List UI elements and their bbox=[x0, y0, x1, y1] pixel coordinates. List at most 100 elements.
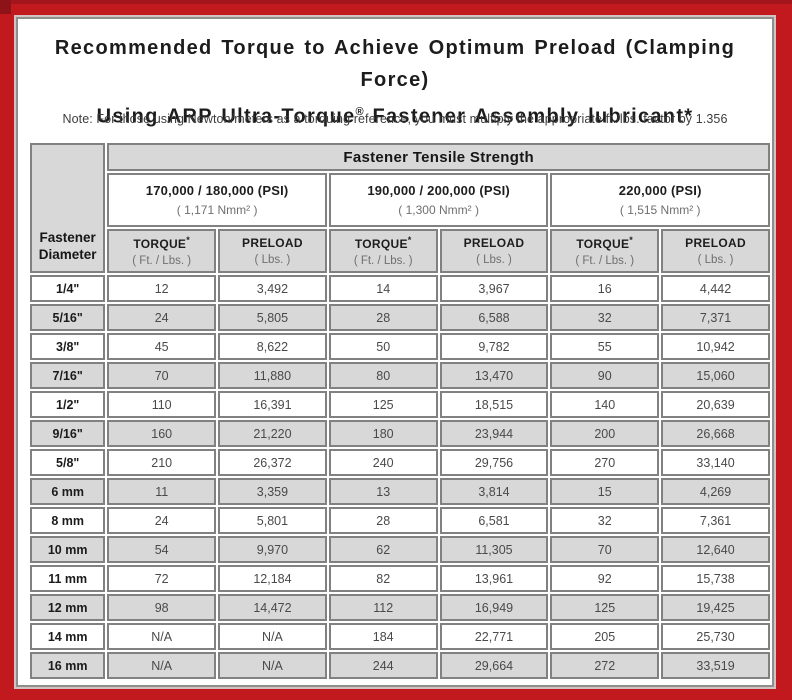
value-cell: 13,470 bbox=[439, 362, 549, 389]
diameter-cell: 12 mm bbox=[30, 594, 106, 621]
value-cell: 15 bbox=[550, 478, 660, 505]
value-cell: 5,801 bbox=[218, 507, 327, 534]
value-cell: 72 bbox=[107, 565, 217, 592]
diameter-cell: 9/16" bbox=[30, 420, 106, 447]
frame-corner-artifact bbox=[0, 0, 11, 14]
value-cell: 33,140 bbox=[661, 449, 770, 476]
value-cell: 4,442 bbox=[661, 275, 770, 302]
diameter-cell: 6 mm bbox=[30, 478, 106, 505]
value-cell: 28 bbox=[328, 507, 438, 534]
table-row: 9/16" 160 21,220 180 23,944 200 26,668 bbox=[30, 420, 770, 447]
table-row: 11 mm 72 12,184 82 13,961 92 15,738 bbox=[30, 565, 770, 592]
table-row: 12 mm 98 14,472 112 16,949 125 19,425 bbox=[30, 594, 770, 621]
table-row: 3/8" 45 8,622 50 9,782 55 10,942 bbox=[30, 333, 770, 360]
value-cell: 19,425 bbox=[661, 594, 770, 621]
value-cell: 15,738 bbox=[661, 565, 770, 592]
preload-column-header: PRELOAD ( Lbs. ) bbox=[218, 229, 327, 273]
table-row: 16 mm N/A N/A 244 29,664 272 33,519 bbox=[30, 652, 770, 679]
value-cell: 12,640 bbox=[661, 536, 770, 563]
value-cell: 32 bbox=[550, 304, 660, 331]
value-cell: 13,961 bbox=[439, 565, 549, 592]
diameter-cell: 1/2" bbox=[30, 391, 106, 418]
preload-column-header: PRELOAD ( Lbs. ) bbox=[439, 229, 549, 273]
header-row-psi-groups: 170,000 / 180,000 (PSI) ( 1,171 Nmm² ) 1… bbox=[30, 173, 770, 227]
value-cell: 7,371 bbox=[661, 304, 770, 331]
value-cell: 54 bbox=[107, 536, 217, 563]
value-cell: 23,944 bbox=[439, 420, 549, 447]
diameter-cell: 16 mm bbox=[30, 652, 106, 679]
value-cell: N/A bbox=[218, 623, 327, 650]
diameter-cell: 7/16" bbox=[30, 362, 106, 389]
table-row: 1/2" 110 16,391 125 18,515 140 20,639 bbox=[30, 391, 770, 418]
value-cell: 45 bbox=[107, 333, 217, 360]
value-cell: 33,519 bbox=[661, 652, 770, 679]
value-cell: 70 bbox=[107, 362, 217, 389]
value-cell: 10,942 bbox=[661, 333, 770, 360]
diameter-cell: 8 mm bbox=[30, 507, 106, 534]
value-cell: 32 bbox=[550, 507, 660, 534]
value-cell: 180 bbox=[328, 420, 438, 447]
torque-column-header: TORQUE* ( Ft. / Lbs. ) bbox=[107, 229, 217, 273]
value-cell: 160 bbox=[107, 420, 217, 447]
torque-column-header: TORQUE* ( Ft. / Lbs. ) bbox=[328, 229, 438, 273]
diameter-cell: 10 mm bbox=[30, 536, 106, 563]
diameter-cell: 14 mm bbox=[30, 623, 106, 650]
value-cell: 55 bbox=[550, 333, 660, 360]
table-row: 6 mm 11 3,359 13 3,814 15 4,269 bbox=[30, 478, 770, 505]
header-row-tensile: Fastener Diameter Fastener Tensile Stren… bbox=[30, 143, 770, 273]
value-cell: 5,805 bbox=[218, 304, 327, 331]
value-cell: 16 bbox=[550, 275, 660, 302]
value-cell: 9,782 bbox=[439, 333, 549, 360]
value-cell: 25,730 bbox=[661, 623, 770, 650]
title-line-2: Using ARP Ultra-Torque® Fastener Assembl… bbox=[96, 105, 694, 128]
value-cell: 210 bbox=[107, 449, 217, 476]
value-cell: 272 bbox=[550, 652, 660, 679]
header-row-units: TORQUE* ( Ft. / Lbs. ) PRELOAD ( Lbs. ) … bbox=[30, 229, 770, 273]
value-cell: 7,361 bbox=[661, 507, 770, 534]
value-cell: N/A bbox=[218, 652, 327, 679]
value-cell: 29,756 bbox=[439, 449, 549, 476]
registered-mark: ® bbox=[355, 106, 364, 118]
value-cell: 14,472 bbox=[218, 594, 327, 621]
value-cell: 13 bbox=[328, 478, 438, 505]
value-cell: 6,581 bbox=[439, 507, 549, 534]
torque-column-header: TORQUE* ( Ft. / Lbs. ) bbox=[550, 229, 660, 273]
value-cell: 6,588 bbox=[439, 304, 549, 331]
value-cell: 3,359 bbox=[218, 478, 327, 505]
table-row: 8 mm 24 5,801 28 6,581 32 7,361 bbox=[30, 507, 770, 534]
table-body: 1/4" 12 3,492 14 3,967 16 4,442 5/16" 24 5,805 28 6… bbox=[30, 275, 770, 679]
value-cell: 98 bbox=[107, 594, 217, 621]
table-row: 1/4" 12 3,492 14 3,967 16 4,442 bbox=[30, 275, 770, 302]
diameter-cell: 5/16" bbox=[30, 304, 106, 331]
value-cell: 205 bbox=[550, 623, 660, 650]
value-cell: 16,949 bbox=[439, 594, 549, 621]
tensile-strength-header: Fastener Tensile Strength bbox=[107, 143, 770, 171]
value-cell: 14 bbox=[328, 275, 438, 302]
content-panel: Recommended Torque to Achieve Optimum Pr… bbox=[16, 17, 774, 687]
diameter-cell: 5/8" bbox=[30, 449, 106, 476]
value-cell: 244 bbox=[328, 652, 438, 679]
value-cell: 16,391 bbox=[218, 391, 327, 418]
torque-preload-table: Fastener Diameter Fastener Tensile Stren… bbox=[28, 141, 772, 681]
value-cell: 8,622 bbox=[218, 333, 327, 360]
value-cell: 11,305 bbox=[439, 536, 549, 563]
value-cell: 4,269 bbox=[661, 478, 770, 505]
value-cell: 9,970 bbox=[218, 536, 327, 563]
table-row: 14 mm N/A N/A 184 22,771 205 25,730 bbox=[30, 623, 770, 650]
value-cell: 70 bbox=[550, 536, 660, 563]
psi-group-170-180: 170,000 / 180,000 (PSI) ( 1,171 Nmm² ) bbox=[107, 173, 327, 227]
diameter-cell: 11 mm bbox=[30, 565, 106, 592]
psi-group-190-200: 190,000 / 200,000 (PSI) ( 1,300 Nmm² ) bbox=[328, 173, 549, 227]
table-row: 5/16" 24 5,805 28 6,588 32 7,371 bbox=[30, 304, 770, 331]
value-cell: 15,060 bbox=[661, 362, 770, 389]
psi-group-220: 220,000 (PSI) ( 1,515 Nmm² ) bbox=[550, 173, 770, 227]
value-cell: 112 bbox=[328, 594, 438, 621]
value-cell: 24 bbox=[107, 507, 217, 534]
preload-column-header: PRELOAD ( Lbs. ) bbox=[661, 229, 770, 273]
value-cell: 140 bbox=[550, 391, 660, 418]
value-cell: 21,220 bbox=[218, 420, 327, 447]
value-cell: 12 bbox=[107, 275, 217, 302]
table-row: 10 mm 54 9,970 62 11,305 70 12,640 bbox=[30, 536, 770, 563]
value-cell: 29,664 bbox=[439, 652, 549, 679]
